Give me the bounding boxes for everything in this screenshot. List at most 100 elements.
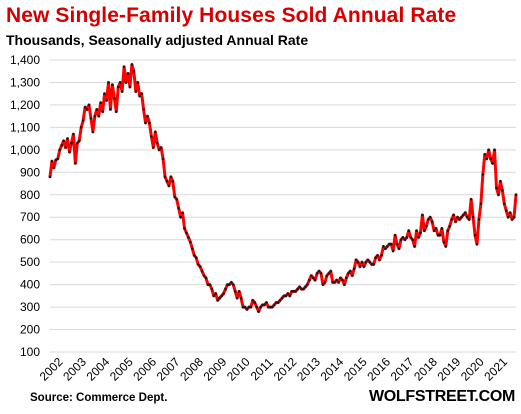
data-point xyxy=(165,179,169,183)
data-point xyxy=(343,283,346,286)
data-point xyxy=(243,305,247,309)
data-point xyxy=(202,274,206,277)
x-tick-label: 2010 xyxy=(224,355,253,384)
x-tick-label: 2021 xyxy=(481,355,510,384)
data-point xyxy=(263,303,266,307)
data-point xyxy=(286,292,290,295)
data-point xyxy=(370,263,374,266)
data-point xyxy=(450,218,453,221)
data-point xyxy=(399,238,403,241)
data-point xyxy=(97,114,101,118)
data-point xyxy=(401,236,405,239)
data-point xyxy=(372,263,375,266)
data-point xyxy=(306,283,309,286)
data-point xyxy=(81,119,85,122)
data-point xyxy=(79,126,83,129)
y-tick-label: 1,100 xyxy=(10,120,40,134)
data-point xyxy=(206,283,210,286)
data-point xyxy=(456,215,459,219)
data-point xyxy=(417,236,420,239)
data-point xyxy=(183,227,186,230)
data-point xyxy=(313,278,317,282)
data-point xyxy=(276,301,280,304)
data-point xyxy=(118,81,122,84)
y-tick-label: 500 xyxy=(20,255,40,269)
data-point xyxy=(173,195,177,199)
data-point xyxy=(72,132,75,136)
data-point xyxy=(387,242,391,246)
data-point xyxy=(216,299,219,302)
data-point xyxy=(339,276,342,280)
y-tick-label: 400 xyxy=(20,278,40,292)
x-tick-label: 2013 xyxy=(294,355,323,384)
data-point xyxy=(282,294,286,298)
data-point xyxy=(58,148,62,152)
data-point xyxy=(230,281,233,284)
data-point xyxy=(374,256,377,259)
data-point xyxy=(508,211,512,215)
data-point xyxy=(465,215,469,219)
data-point xyxy=(407,229,411,233)
data-point xyxy=(87,103,91,107)
brand-watermark: WOLFSTREET.COM xyxy=(368,388,515,405)
data-point xyxy=(192,254,196,257)
data-point xyxy=(499,179,502,183)
data-point xyxy=(483,153,487,156)
x-tick-label: 2015 xyxy=(341,355,370,384)
data-point xyxy=(368,260,372,264)
data-point xyxy=(77,139,81,143)
data-point xyxy=(113,96,116,100)
data-point xyxy=(384,247,387,250)
data-point xyxy=(462,213,465,217)
data-point xyxy=(491,162,494,165)
data-point xyxy=(228,283,231,286)
y-tick-label: 700 xyxy=(20,210,40,224)
data-point xyxy=(442,240,446,244)
data-point xyxy=(177,206,180,210)
data-point xyxy=(140,92,143,95)
data-point xyxy=(403,238,407,241)
data-point xyxy=(333,281,336,284)
data-point xyxy=(101,110,104,113)
chart-title: New Single-Family Houses Sold Annual Rat… xyxy=(6,4,457,27)
data-point xyxy=(220,294,223,298)
data-point xyxy=(91,130,95,134)
data-point xyxy=(274,301,278,304)
data-point xyxy=(430,220,434,224)
data-point xyxy=(358,265,362,268)
data-point xyxy=(458,218,461,221)
data-point xyxy=(329,269,333,273)
data-point xyxy=(128,85,132,89)
data-point xyxy=(247,305,251,309)
data-point xyxy=(300,287,303,291)
data-point xyxy=(196,263,200,266)
data-point xyxy=(105,99,108,102)
data-point xyxy=(380,254,383,257)
data-point xyxy=(485,157,489,161)
x-tick-label: 2009 xyxy=(201,355,230,384)
data-point xyxy=(298,285,301,289)
data-point xyxy=(122,65,126,69)
data-point xyxy=(452,213,455,217)
data-point xyxy=(391,249,395,253)
x-tick-label: 2016 xyxy=(364,355,393,384)
data-point xyxy=(446,229,450,233)
y-axis: 100 200 300 400 500 600 700 800 900 1,000 1,100 1,2… xyxy=(10,53,40,359)
data-point xyxy=(272,303,276,307)
data-point xyxy=(208,283,212,286)
data-point xyxy=(114,110,118,113)
data-point xyxy=(214,292,218,295)
data-point xyxy=(189,240,192,244)
data-point xyxy=(95,108,99,111)
data-point xyxy=(378,258,381,262)
data-point xyxy=(153,130,157,134)
data-point xyxy=(257,310,260,313)
y-tick-label: 1,300 xyxy=(10,75,40,89)
data-point xyxy=(309,274,313,277)
data-point xyxy=(270,305,274,309)
data-point xyxy=(132,69,136,73)
data-point xyxy=(436,233,440,237)
x-tick-label: 2017 xyxy=(388,355,417,384)
data-point xyxy=(460,215,463,219)
